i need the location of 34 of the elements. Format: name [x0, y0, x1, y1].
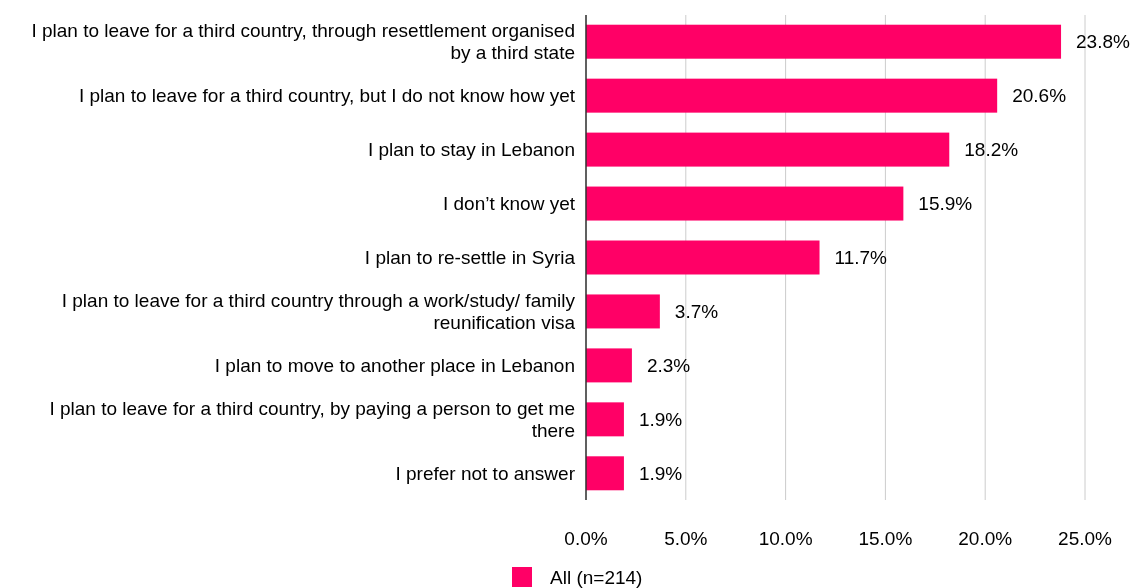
x-tick-label: 15.0% — [858, 528, 913, 549]
y-tick-label: I prefer not to answer — [395, 462, 576, 484]
bar — [586, 132, 950, 167]
x-tick-label: 5.0% — [664, 528, 708, 549]
data-label: 20.6% — [1012, 85, 1067, 107]
y-tick-label: I plan to stay in Lebanon — [367, 139, 575, 161]
y-tick-label: I plan to leave for a third country, but I do not know how yet — [78, 85, 576, 107]
data-label: 11.7% — [834, 247, 888, 269]
bar — [586, 348, 632, 383]
data-label: 18.2% — [964, 139, 1019, 161]
bar — [586, 186, 904, 221]
data-label: 15.9% — [918, 193, 973, 215]
y-tick-label: I plan to leave for a third country through a work/study/ family reunification visa — [61, 290, 576, 334]
bar — [586, 240, 820, 275]
bar — [586, 456, 624, 491]
data-label: 23.8% — [1076, 31, 1131, 53]
data-label: 1.9% — [638, 409, 683, 430]
y-tick-label: I plan to re-settle in Syria — [364, 247, 576, 269]
data-label: 3.7% — [674, 301, 719, 323]
x-tick-label: 20.0% — [958, 528, 1013, 549]
y-tick-label: I plan to leave for a third country, through resettlement organised by a third state — [31, 20, 575, 64]
bar — [586, 402, 624, 437]
y-tick-label: I plan to move to another place in Lebanon — [214, 355, 575, 377]
x-tick-label: 25.0% — [1058, 528, 1113, 549]
bar — [586, 294, 660, 329]
y-tick-label: I plan to leave for a third country, by paying a person to get me there — [49, 398, 575, 441]
data-label: 1.9% — [638, 462, 683, 484]
x-tick-label: 0.0% — [564, 528, 608, 549]
x-tick-label: 10.0% — [758, 528, 813, 549]
legend-label: All (n=214) — [550, 566, 643, 588]
data-label: 2.3% — [646, 355, 691, 377]
bar — [586, 24, 1062, 59]
y-tick-label: I don’t know yet — [442, 193, 576, 215]
bar — [586, 78, 998, 113]
